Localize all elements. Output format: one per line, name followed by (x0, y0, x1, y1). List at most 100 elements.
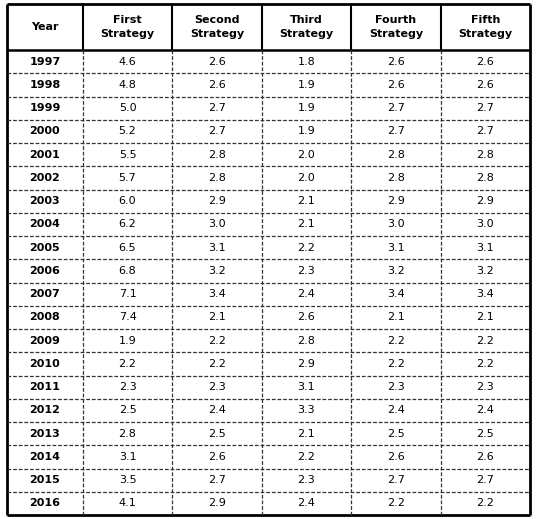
Text: 2.9: 2.9 (297, 359, 315, 369)
Text: 7.4: 7.4 (119, 312, 136, 322)
Text: 2.2: 2.2 (387, 498, 405, 509)
Text: 2.6: 2.6 (476, 57, 494, 66)
Text: 2006: 2006 (30, 266, 60, 276)
Text: 2.4: 2.4 (297, 289, 315, 299)
Text: 2.2: 2.2 (387, 359, 405, 369)
Text: 2.6: 2.6 (387, 452, 405, 462)
Text: 2.4: 2.4 (297, 498, 315, 509)
Text: 2.1: 2.1 (297, 220, 315, 229)
Text: 2.8: 2.8 (476, 149, 494, 160)
Text: 5.0: 5.0 (119, 103, 136, 113)
Text: 2.4: 2.4 (208, 405, 226, 415)
Text: Fourth: Fourth (375, 15, 416, 25)
Text: 2013: 2013 (30, 429, 60, 439)
Text: 3.1: 3.1 (208, 242, 226, 253)
Text: 2.5: 2.5 (208, 429, 226, 439)
Text: 2.1: 2.1 (208, 312, 226, 322)
Text: 2.3: 2.3 (208, 382, 226, 392)
Text: Strategy: Strategy (190, 29, 244, 39)
Text: 2.2: 2.2 (476, 498, 494, 509)
Text: 2.7: 2.7 (208, 126, 226, 136)
Text: 2.2: 2.2 (297, 242, 315, 253)
Text: 2.6: 2.6 (476, 452, 494, 462)
Text: 2.8: 2.8 (208, 149, 226, 160)
Text: 1997: 1997 (30, 57, 61, 66)
Text: 2.8: 2.8 (476, 173, 494, 183)
Text: 2.7: 2.7 (387, 126, 405, 136)
Text: 2007: 2007 (30, 289, 60, 299)
Text: Third: Third (290, 15, 323, 25)
Text: 2.2: 2.2 (387, 336, 405, 346)
Text: 3.4: 3.4 (387, 289, 405, 299)
Text: 3.4: 3.4 (208, 289, 226, 299)
Text: 2.7: 2.7 (476, 103, 494, 113)
Text: 2.8: 2.8 (208, 173, 226, 183)
Text: 2.6: 2.6 (208, 57, 226, 66)
Text: 3.1: 3.1 (387, 242, 405, 253)
Text: 3.4: 3.4 (476, 289, 494, 299)
Text: 3.2: 3.2 (387, 266, 405, 276)
Text: 2.8: 2.8 (297, 336, 315, 346)
Text: 2.2: 2.2 (476, 359, 494, 369)
Text: Fifth: Fifth (470, 15, 500, 25)
Text: 1999: 1999 (29, 103, 61, 113)
Text: 2.7: 2.7 (208, 475, 226, 485)
Text: 6.8: 6.8 (119, 266, 136, 276)
Text: 3.2: 3.2 (476, 266, 494, 276)
Text: 2.0: 2.0 (297, 173, 315, 183)
Text: 1998: 1998 (30, 80, 61, 90)
Text: 2.6: 2.6 (208, 452, 226, 462)
Text: 2001: 2001 (30, 149, 60, 160)
Text: 2010: 2010 (30, 359, 60, 369)
Text: 2.0: 2.0 (297, 149, 315, 160)
Text: 3.5: 3.5 (119, 475, 136, 485)
Text: 2.3: 2.3 (297, 266, 315, 276)
Text: 2.2: 2.2 (119, 359, 136, 369)
Text: 3.1: 3.1 (476, 242, 494, 253)
Text: 2.4: 2.4 (476, 405, 494, 415)
Text: 2.6: 2.6 (208, 80, 226, 90)
Text: 3.0: 3.0 (476, 220, 494, 229)
Text: 7.1: 7.1 (119, 289, 136, 299)
Text: 2.7: 2.7 (387, 103, 405, 113)
Text: 2.2: 2.2 (476, 336, 494, 346)
Text: 2.8: 2.8 (119, 429, 136, 439)
Text: 5.5: 5.5 (119, 149, 136, 160)
Text: 2.2: 2.2 (208, 359, 226, 369)
Text: 3.1: 3.1 (119, 452, 136, 462)
Text: 3.2: 3.2 (208, 266, 226, 276)
Text: 3.0: 3.0 (387, 220, 405, 229)
Text: 5.7: 5.7 (119, 173, 136, 183)
Text: 2.3: 2.3 (297, 475, 315, 485)
Text: 2.7: 2.7 (208, 103, 226, 113)
Text: 4.8: 4.8 (119, 80, 136, 90)
Text: 2.9: 2.9 (387, 196, 405, 206)
Text: 1.9: 1.9 (297, 80, 315, 90)
Text: 4.6: 4.6 (119, 57, 136, 66)
Text: Strategy: Strategy (458, 29, 512, 39)
Text: 1.9: 1.9 (297, 103, 315, 113)
Text: 2.2: 2.2 (208, 336, 226, 346)
Text: 2014: 2014 (30, 452, 61, 462)
Text: 2.1: 2.1 (387, 312, 405, 322)
Text: 2.7: 2.7 (476, 126, 494, 136)
Text: Strategy: Strategy (100, 29, 155, 39)
Text: 2.6: 2.6 (297, 312, 315, 322)
Text: 2.3: 2.3 (476, 382, 494, 392)
Text: 2.8: 2.8 (387, 173, 405, 183)
Text: 2015: 2015 (30, 475, 60, 485)
Text: 1.8: 1.8 (297, 57, 315, 66)
Text: 2.4: 2.4 (387, 405, 405, 415)
Text: 1.9: 1.9 (119, 336, 136, 346)
Text: Strategy: Strategy (369, 29, 423, 39)
Text: 3.0: 3.0 (208, 220, 226, 229)
Text: 2.9: 2.9 (476, 196, 494, 206)
Text: 2.1: 2.1 (297, 429, 315, 439)
Text: 6.0: 6.0 (119, 196, 136, 206)
Text: 2.1: 2.1 (476, 312, 494, 322)
Text: 2.6: 2.6 (387, 57, 405, 66)
Text: 2009: 2009 (30, 336, 60, 346)
Text: 2016: 2016 (30, 498, 61, 509)
Text: 2008: 2008 (30, 312, 60, 322)
Text: 2.3: 2.3 (387, 382, 405, 392)
